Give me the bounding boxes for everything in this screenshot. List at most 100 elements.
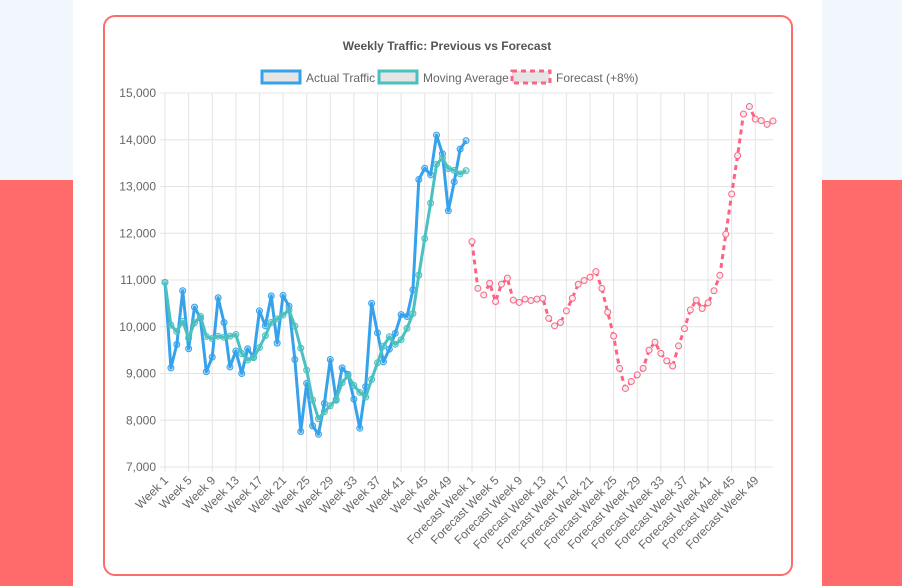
data-point <box>214 294 222 302</box>
data-point <box>232 331 240 339</box>
data-point <box>320 408 328 416</box>
y-tick-label: 15,000 <box>119 86 156 100</box>
grid <box>160 92 773 472</box>
data-point <box>273 339 281 347</box>
data-point <box>273 315 281 323</box>
data-point <box>450 166 458 174</box>
data-point <box>238 370 246 377</box>
data-point <box>356 424 364 432</box>
data-point <box>397 336 405 344</box>
data-point <box>220 333 228 341</box>
data-point <box>344 371 352 379</box>
data-point <box>598 284 606 292</box>
data-point <box>173 328 181 336</box>
data-point <box>196 312 204 320</box>
data-point <box>397 311 405 319</box>
data-point <box>722 230 730 238</box>
data-point <box>179 317 187 325</box>
data-point <box>509 296 517 304</box>
data-point <box>297 344 305 352</box>
legend: Actual Traffic Moving Average Forecast (+8… <box>260 69 638 85</box>
data-point <box>226 363 234 371</box>
data-point <box>403 312 411 320</box>
data-point <box>433 131 441 139</box>
data-point <box>185 345 193 353</box>
data-point <box>338 379 346 387</box>
data-point <box>675 342 683 350</box>
y-tick-label: 13,000 <box>119 180 156 194</box>
data-point <box>728 190 736 198</box>
data-point <box>255 344 263 352</box>
data-point <box>202 332 210 340</box>
data-point <box>220 319 228 327</box>
plot-area <box>161 103 777 438</box>
data-point <box>421 234 429 242</box>
data-point <box>533 295 541 303</box>
data-point <box>427 199 435 207</box>
data-point <box>326 355 334 363</box>
data-point <box>368 375 376 383</box>
data-point <box>474 284 482 292</box>
data-point <box>456 145 464 153</box>
data-point <box>314 415 322 423</box>
data-point <box>745 103 753 111</box>
data-point <box>492 298 500 306</box>
data-point <box>421 164 429 172</box>
data-point <box>462 167 470 175</box>
y-tick-label: 9,000 <box>126 367 156 381</box>
data-point <box>255 307 263 315</box>
data-point <box>610 332 618 340</box>
data-point <box>279 311 287 319</box>
data-point <box>551 322 559 330</box>
y-tick-label: 7,000 <box>126 460 156 474</box>
data-point <box>604 308 612 316</box>
series-line-moving-average <box>163 156 467 421</box>
data-point <box>415 175 423 183</box>
data-point <box>427 171 435 179</box>
data-point <box>303 366 311 374</box>
data-point <box>545 314 553 322</box>
legend-swatch <box>377 69 419 85</box>
data-point <box>267 292 275 300</box>
chart-title: Weekly Traffic: Previous vs Forecast <box>343 39 552 53</box>
data-point <box>580 276 588 284</box>
data-point <box>291 355 299 363</box>
data-point <box>503 274 511 282</box>
data-point <box>751 115 759 123</box>
data-point <box>444 207 452 215</box>
data-point <box>167 364 175 372</box>
data-point <box>309 396 317 404</box>
data-point <box>669 362 677 370</box>
data-point <box>238 349 246 357</box>
data-point <box>350 381 358 389</box>
data-point <box>379 342 387 350</box>
data-point <box>486 279 494 287</box>
data-point <box>680 325 688 333</box>
data-point <box>391 329 399 337</box>
y-tick-label: 8,000 <box>126 413 156 427</box>
data-point <box>409 310 417 318</box>
data-point <box>167 321 175 329</box>
data-point <box>244 345 252 353</box>
data-point <box>314 430 322 438</box>
data-point <box>374 329 382 337</box>
data-point <box>433 160 441 168</box>
data-point <box>362 393 370 401</box>
data-point <box>214 332 222 340</box>
data-point <box>698 305 706 313</box>
data-point <box>716 271 724 279</box>
data-point <box>191 319 199 327</box>
data-point <box>562 307 570 315</box>
series-line-forecast- <box>470 105 774 390</box>
data-point <box>291 322 299 330</box>
data-point <box>527 297 535 305</box>
data-point <box>515 298 523 306</box>
data-point <box>208 335 216 343</box>
data-point <box>657 349 665 357</box>
data-point <box>574 280 582 288</box>
y-tick-label: 12,000 <box>119 226 156 240</box>
data-point <box>763 120 771 128</box>
data-point <box>385 345 393 353</box>
